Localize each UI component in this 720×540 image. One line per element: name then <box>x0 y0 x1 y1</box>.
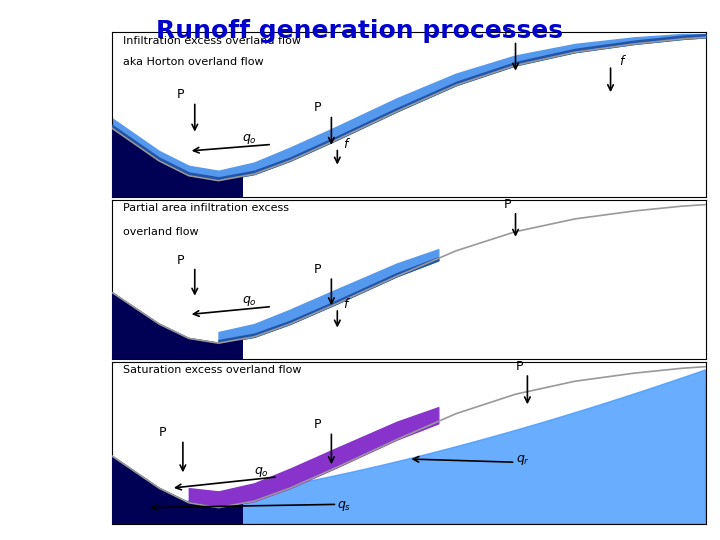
Text: overland flow: overland flow <box>124 227 199 237</box>
Text: P: P <box>314 102 321 114</box>
Text: P: P <box>314 418 321 431</box>
Text: P: P <box>177 253 184 267</box>
Text: $q_o$: $q_o$ <box>242 132 257 146</box>
Text: P: P <box>504 198 511 211</box>
Text: Runoff generation processes: Runoff generation processes <box>156 19 564 43</box>
Text: f: f <box>343 138 348 151</box>
Text: P: P <box>516 360 523 373</box>
Polygon shape <box>112 456 242 524</box>
Text: $q_o$: $q_o$ <box>254 464 269 478</box>
Text: Infiltration excess overland flow: Infiltration excess overland flow <box>124 36 302 46</box>
Text: P: P <box>177 88 184 102</box>
Text: P: P <box>314 263 321 276</box>
Polygon shape <box>112 292 242 359</box>
Text: f: f <box>343 298 348 311</box>
Polygon shape <box>112 370 706 524</box>
Text: P: P <box>159 426 166 440</box>
Text: P: P <box>504 28 511 40</box>
Text: $q_r$: $q_r$ <box>516 453 529 467</box>
Text: $q_s$: $q_s$ <box>337 498 351 512</box>
Text: f: f <box>619 55 624 69</box>
Text: aka Horton overland flow: aka Horton overland flow <box>124 57 264 67</box>
Text: $q_o$: $q_o$ <box>242 294 257 308</box>
Text: Saturation excess overland flow: Saturation excess overland flow <box>124 365 302 375</box>
Text: Partial area infiltration excess: Partial area infiltration excess <box>124 203 289 213</box>
Polygon shape <box>112 128 242 197</box>
